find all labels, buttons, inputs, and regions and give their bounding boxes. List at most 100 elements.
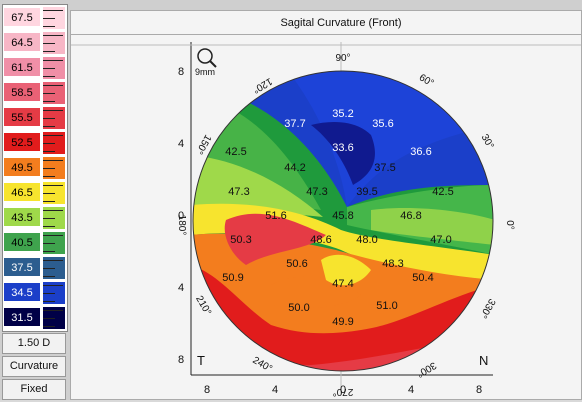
scale-label: 40.5 [3,232,41,252]
curvature-value: 50.6 [286,258,307,270]
angle-label: 30° [479,132,496,151]
mode-box[interactable]: Curvature [2,356,66,377]
scale-tick [43,318,55,319]
scale-tick [43,93,55,94]
curvature-value: 51.0 [376,300,397,312]
scale-label: 46.5 [3,182,41,202]
scale-tick [43,201,55,202]
scale-row: 31.5 [3,307,67,329]
x-tick-label: 0 [340,384,346,396]
curvature-value: 50.3 [230,234,251,246]
scale-tick [43,118,55,119]
curvature-value: 37.7 [284,118,305,130]
type-box[interactable]: Fixed [2,379,66,400]
curvature-value: 48.6 [310,234,331,246]
scale-tick [43,243,55,244]
x-tick-label: 4 [408,384,414,396]
curvature-value: 35.6 [372,118,393,130]
scale-row: 58.5 [3,82,67,104]
curvature-map [193,71,493,371]
scale-row: 64.5 [3,32,67,54]
scale-label: 61.5 [3,57,41,77]
curvature-value: 45.8 [332,210,353,222]
scale-tick [43,293,55,294]
scale-row: 61.5 [3,57,67,79]
scale-label: 58.5 [3,82,41,102]
curvature-value: 47.4 [332,278,353,290]
y-tick-label: 8 [178,354,184,366]
scale-tick [43,285,63,286]
curvature-value: 50.9 [222,272,243,284]
scale-tick [43,235,63,236]
x-axis-labels: 8 4 0 4 8 [204,384,482,396]
x-tick-label: 8 [204,384,210,396]
scale-tick [43,18,55,19]
scale-tick [43,176,55,177]
topography-map[interactable]: 9mm 90°60°30°0°330°300°270°240°210°180°1… [71,35,581,399]
scale-tick [43,68,55,69]
scale-label: 67.5 [3,7,41,27]
scale-row: 49.5 [3,157,67,179]
map-panel: Sagital Curvature (Front) [70,10,582,400]
curvature-value: 46.8 [400,210,421,222]
scale-tick [43,193,55,194]
scale-label: 64.5 [3,32,41,52]
scale-tick [43,51,55,52]
scale-label: 43.5 [3,207,41,227]
scale-row: 43.5 [3,207,67,229]
curvature-value: 49.9 [332,316,353,328]
scale-tick [43,268,55,269]
curvature-value: 35.2 [332,108,353,120]
scale-tick [43,310,63,311]
angle-label: 210° [193,294,213,317]
scale-tick [43,185,63,186]
scale-tick [43,168,55,169]
y-tick-label: 8 [178,66,184,78]
curvature-value: 48.0 [356,234,377,246]
curvature-value: 33.6 [332,142,353,154]
scale-tick [43,276,55,277]
x-tick-label: 4 [272,384,278,396]
scale-label: 31.5 [3,307,41,327]
curvature-value: 44.2 [284,162,305,174]
temporal-label: T [197,353,205,368]
y-tick-label: 4 [178,282,184,294]
angle-label: 300° [415,359,438,379]
color-scale: 67.5 64.5 61.5 58.5 55.5 52.5 49.5 46.5 43.5 40.5… [2,4,68,332]
zoom-icon[interactable] [197,48,217,68]
scale-row: 55.5 [3,107,67,129]
scale-info: 1.50 D Curvature Fixed [2,333,66,402]
curvature-value: 42.5 [225,146,246,158]
curvature-value: 42.5 [432,186,453,198]
scale-tick [43,151,55,152]
angle-label: 0° [504,220,515,230]
scale-row: 67.5 [3,7,67,29]
angle-label: 330° [477,297,497,320]
curvature-value: 50.0 [288,302,309,314]
y-tick-label: 0 [178,210,184,222]
scale-tick [43,60,63,61]
scale-tick [43,143,55,144]
scale-label: 37.5 [3,257,41,277]
curvature-values: 35.2 35.6 37.7 33.6 36.6 42.5 44.2 37.5 47.3 47.3… [222,108,453,328]
scale-tick [43,101,55,102]
scale-tick [43,301,55,302]
scale-tick [43,135,63,136]
scale-tick [43,251,55,252]
scale-tick [43,226,55,227]
step-box[interactable]: 1.50 D [2,333,66,354]
y-tick-label: 4 [178,138,184,150]
x-tick-label: 8 [476,384,482,396]
curvature-value: 51.6 [265,210,286,222]
scale-label: 52.5 [3,132,41,152]
curvature-value: 36.6 [410,146,431,158]
scale-row: 34.5 [3,282,67,304]
scale-row: 37.5 [3,257,67,279]
curvature-value: 37.5 [374,162,395,174]
scale-tick [43,326,55,327]
angle-label: 60° [417,72,436,89]
scale-row: 40.5 [3,232,67,254]
scale-tick [43,110,63,111]
y-axis-labels: 8 4 0 4 8 [178,66,184,366]
